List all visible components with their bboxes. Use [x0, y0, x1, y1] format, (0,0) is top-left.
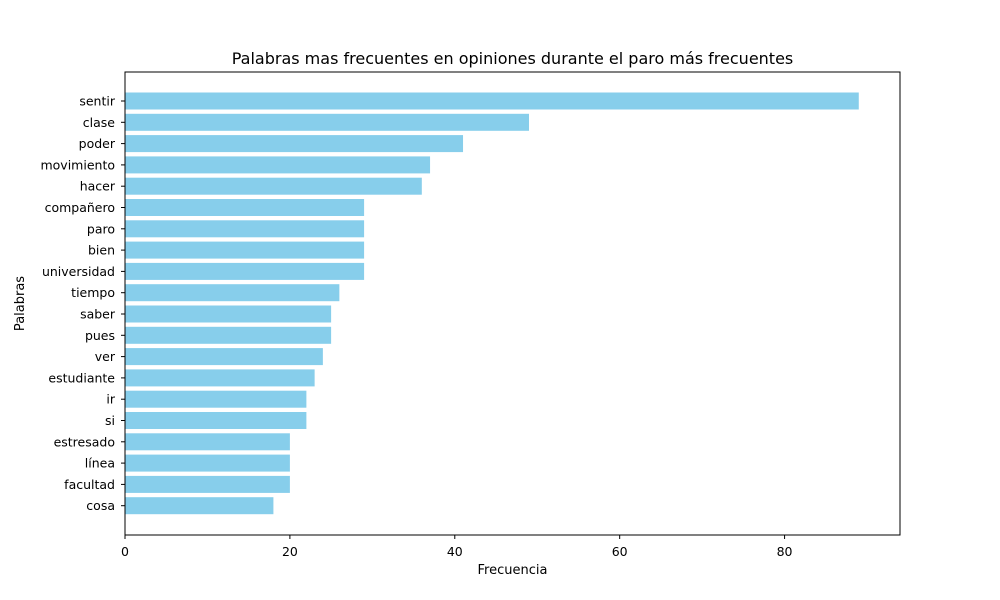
y-tick-label-3: movimiento — [40, 157, 115, 172]
y-tick-label-17: línea — [85, 456, 115, 471]
y-tick-label-13: estudiante — [48, 370, 115, 385]
y-tick-label-6: paro — [87, 221, 115, 236]
y-tick-label-8: universidad — [42, 264, 115, 279]
bar-11 — [125, 326, 332, 344]
bar-12 — [125, 348, 323, 366]
bar-4 — [125, 177, 422, 195]
bar-10 — [125, 305, 332, 323]
x-tick-label-0: 0 — [121, 544, 129, 559]
chart-title: Palabras mas frecuentes en opiniones dur… — [232, 49, 794, 68]
y-tick-label-16: estresado — [54, 434, 115, 449]
y-tick-label-4: hacer — [80, 179, 116, 194]
bar-8 — [125, 262, 365, 280]
bar-0 — [125, 92, 859, 110]
bar-7 — [125, 241, 365, 259]
bar-3 — [125, 156, 431, 174]
y-tick-label-15: si — [105, 413, 115, 428]
y-tick-label-1: clase — [83, 115, 116, 130]
x-tick-label-4: 80 — [777, 544, 793, 559]
bar-19 — [125, 497, 274, 515]
bar-5 — [125, 199, 365, 216]
bar-17 — [125, 454, 290, 472]
y-tick-label-19: cosa — [86, 498, 115, 513]
bar-9 — [125, 284, 340, 302]
bar-1 — [125, 113, 529, 131]
y-tick-label-12: ver — [95, 349, 116, 364]
bar-18 — [125, 475, 290, 493]
y-tick-label-10: saber — [80, 307, 116, 322]
bar-14 — [125, 390, 307, 408]
bar-13 — [125, 369, 315, 387]
plot-frame — [124, 71, 901, 536]
y-tick-label-18: facultad — [64, 477, 115, 492]
y-tick-label-11: pues — [85, 328, 115, 343]
y-axis-label: Palabras — [13, 276, 28, 331]
bar-6 — [125, 220, 365, 238]
y-tick-label-7: bien — [88, 243, 115, 258]
x-axis-label: Frecuencia — [478, 563, 548, 578]
x-ticks-group: 0 20 40 60 80 — [121, 535, 793, 559]
bar-16 — [125, 433, 290, 451]
bar-2 — [125, 135, 464, 153]
y-tick-label-2: poder — [79, 136, 116, 151]
bars-group — [125, 92, 859, 515]
x-tick-label-1: 20 — [282, 544, 298, 559]
x-tick-label-2: 40 — [447, 544, 463, 559]
y-tick-label-0: sentir — [79, 94, 115, 109]
y-tick-label-14: ir — [106, 392, 115, 407]
bar-15 — [125, 412, 307, 429]
y-ticks-group: sentir clase poder movimiento hacer compañero… — [40, 94, 125, 513]
y-tick-label-5: compañero — [45, 200, 115, 215]
y-tick-label-9: tiempo — [71, 285, 115, 300]
x-tick-label-3: 60 — [612, 544, 628, 559]
